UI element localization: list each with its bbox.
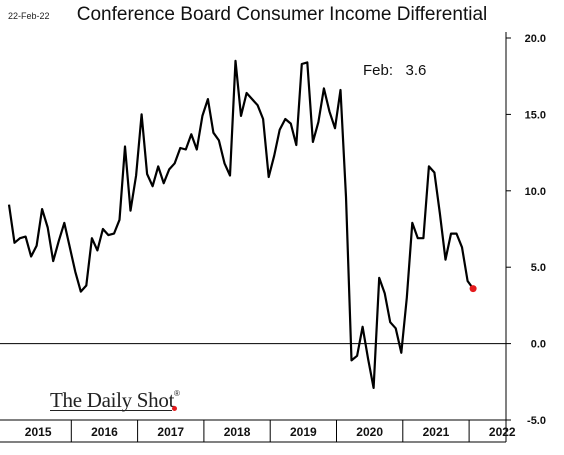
annotation-value: 3.6	[405, 62, 427, 79]
y-tick-label: 5.0	[531, 262, 546, 274]
chart-title: Conference Board Consumer Income Differe…	[76, 4, 488, 25]
latest-value-annotation: Feb: 3.6	[363, 62, 426, 79]
y-tick-label: 20.0	[525, 33, 546, 45]
brand-underline	[50, 410, 172, 411]
x-tick-label: 2016	[91, 425, 118, 439]
brand-logo: The Daily Shot	[50, 388, 175, 412]
x-tick-label: 2017	[157, 425, 184, 439]
y-tick-label: 10.0	[525, 186, 546, 198]
x-tick-label: 2021	[423, 425, 450, 439]
x-tick-label: 2018	[224, 425, 251, 439]
y-tick-label: 0.0	[531, 339, 546, 351]
y-tick-label: 15.0	[525, 109, 546, 121]
x-tick-label: 2020	[356, 425, 383, 439]
last-point-marker	[469, 285, 477, 293]
date-stamp: 22-Feb-22	[8, 11, 50, 21]
series-line	[7, 59, 474, 389]
annotation-label: Feb:	[363, 62, 394, 79]
y-tick-label: -5.0	[527, 415, 546, 427]
x-tick-label: 2015	[25, 425, 52, 439]
brand-dot	[172, 406, 177, 411]
x-tick-label: 2022	[489, 425, 516, 439]
brand-reg-mark: ®	[174, 389, 180, 398]
x-tick-label: 2019	[290, 425, 317, 439]
